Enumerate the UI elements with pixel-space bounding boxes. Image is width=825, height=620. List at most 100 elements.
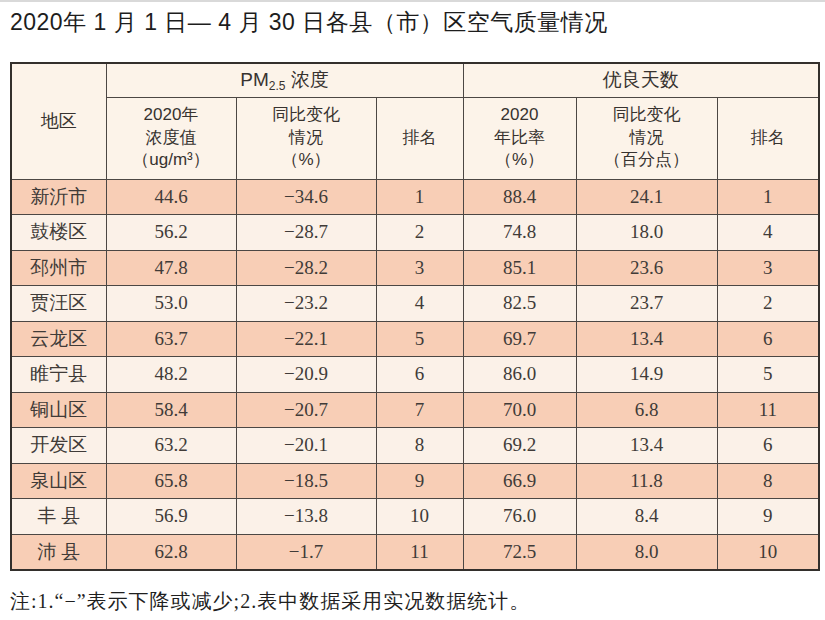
pm25-value-cell: 63.2	[106, 428, 236, 464]
good-rank-cell: 9	[717, 499, 819, 535]
region-cell: 丰 县	[11, 499, 106, 535]
region-cell: 泉山区	[11, 463, 106, 499]
table-row: 邳州市 47.8 −28.2 3 85.1 23.6 3	[11, 250, 819, 286]
good-rate-cell: 86.0	[463, 357, 576, 393]
region-cell: 贾汪区	[11, 286, 106, 322]
header-good-days-group: 优良天数	[463, 63, 819, 97]
footnote: 注:1.“−”表示下降或减少;2.表中数据采用实况数据统计。	[10, 588, 530, 615]
table-row: 云龙区 63.7 −22.1 5 69.7 13.4 6	[11, 321, 819, 357]
pm25-change-cell: −22.1	[236, 321, 376, 357]
pm25-rank-cell: 2	[376, 215, 463, 251]
good-rate-cell: 74.8	[463, 215, 576, 251]
table-row: 开发区 63.2 −20.1 8 69.2 13.4 6	[11, 428, 819, 464]
top-divider	[0, 0, 825, 2]
pm25-change-cell: −28.7	[236, 215, 376, 251]
pm25-rank-cell: 6	[376, 357, 463, 393]
pm25-label-subscript: 2.5	[269, 79, 286, 93]
pm25-value-cell: 62.8	[106, 534, 236, 570]
good-change-cell: 14.9	[576, 357, 717, 393]
pm25-value-cell: 58.4	[106, 392, 236, 428]
good-rate-cell: 76.0	[463, 499, 576, 535]
region-cell: 沛 县	[11, 534, 106, 570]
header-good-change: 同比变化 情况 （百分点）	[576, 97, 717, 179]
page: 2020年 1 月 1 日— 4 月 30 日各县（市）区空气质量情况 地区 P…	[0, 0, 825, 620]
air-quality-table: 地区 PM2.5 浓度 优良天数 2020年 浓度值 （ug/m³） 同比变化 …	[10, 62, 820, 571]
region-cell: 新沂市	[11, 179, 106, 215]
good-change-cell: 11.8	[576, 463, 717, 499]
good-change-cell: 8.4	[576, 499, 717, 535]
pm25-rank-cell: 4	[376, 286, 463, 322]
pm25-change-cell: −23.2	[236, 286, 376, 322]
pm25-value-cell: 56.2	[106, 215, 236, 251]
good-change-cell: 23.6	[576, 250, 717, 286]
good-rate-cell: 85.1	[463, 250, 576, 286]
good-rank-cell: 1	[717, 179, 819, 215]
pm25-value-cell: 63.7	[106, 321, 236, 357]
region-cell: 云龙区	[11, 321, 106, 357]
good-change-cell: 8.0	[576, 534, 717, 570]
good-rate-cell: 66.9	[463, 463, 576, 499]
good-rate-cell: 72.5	[463, 534, 576, 570]
pm25-value-cell: 44.6	[106, 179, 236, 215]
pm25-change-cell: −18.5	[236, 463, 376, 499]
table-row: 丰 县 56.9 −13.8 10 76.0 8.4 9	[11, 499, 819, 535]
table-body: 新沂市 44.6 −34.6 1 88.4 24.1 1 鼓楼区 56.2 −2…	[11, 179, 819, 570]
header-pm25-rank: 排名	[376, 97, 463, 179]
header-pm25-value: 2020年 浓度值 （ug/m³）	[106, 97, 236, 179]
pm25-change-cell: −28.2	[236, 250, 376, 286]
header-group-row: 地区 PM2.5 浓度 优良天数	[11, 63, 819, 97]
pm25-rank-cell: 1	[376, 179, 463, 215]
good-rate-cell: 88.4	[463, 179, 576, 215]
good-rate-cell: 69.7	[463, 321, 576, 357]
page-title: 2020年 1 月 1 日— 4 月 30 日各县（市）区空气质量情况	[10, 7, 608, 38]
region-cell: 鼓楼区	[11, 215, 106, 251]
table-row: 鼓楼区 56.2 −28.7 2 74.8 18.0 4	[11, 215, 819, 251]
header-pm25-group: PM2.5 浓度	[106, 63, 463, 97]
pm25-value-cell: 53.0	[106, 286, 236, 322]
pm25-change-cell: −20.7	[236, 392, 376, 428]
good-rank-cell: 3	[717, 250, 819, 286]
good-rank-cell: 11	[717, 392, 819, 428]
region-cell: 铜山区	[11, 392, 106, 428]
good-rate-cell: 69.2	[463, 428, 576, 464]
pm25-value-cell: 65.8	[106, 463, 236, 499]
header-pm25-change: 同比变化 情况 （%）	[236, 97, 376, 179]
good-rank-cell: 8	[717, 463, 819, 499]
pm25-change-cell: −20.1	[236, 428, 376, 464]
pm25-rank-cell: 10	[376, 499, 463, 535]
pm25-change-cell: −20.9	[236, 357, 376, 393]
pm25-label-prefix: PM	[240, 69, 269, 90]
good-rank-cell: 5	[717, 357, 819, 393]
good-rate-cell: 82.5	[463, 286, 576, 322]
pm25-change-cell: −34.6	[236, 179, 376, 215]
region-cell: 邳州市	[11, 250, 106, 286]
pm25-label-suffix: 浓度	[285, 69, 328, 90]
pm25-rank-cell: 5	[376, 321, 463, 357]
header-region: 地区	[11, 63, 106, 179]
pm25-change-cell: −1.7	[236, 534, 376, 570]
region-cell: 开发区	[11, 428, 106, 464]
table-header: 地区 PM2.5 浓度 优良天数 2020年 浓度值 （ug/m³） 同比变化 …	[11, 63, 819, 179]
good-change-cell: 13.4	[576, 321, 717, 357]
good-rank-cell: 4	[717, 215, 819, 251]
pm25-value-cell: 56.9	[106, 499, 236, 535]
good-rank-cell: 6	[717, 428, 819, 464]
good-rank-cell: 6	[717, 321, 819, 357]
pm25-value-cell: 48.2	[106, 357, 236, 393]
pm25-value-cell: 47.8	[106, 250, 236, 286]
pm25-rank-cell: 7	[376, 392, 463, 428]
header-good-rank: 排名	[717, 97, 819, 179]
good-rate-cell: 70.0	[463, 392, 576, 428]
pm25-rank-cell: 3	[376, 250, 463, 286]
good-change-cell: 13.4	[576, 428, 717, 464]
pm25-rank-cell: 11	[376, 534, 463, 570]
good-change-cell: 23.7	[576, 286, 717, 322]
header-good-rate: 2020 年比率 （%）	[463, 97, 576, 179]
table-row: 沛 县 62.8 −1.7 11 72.5 8.0 10	[11, 534, 819, 570]
table-row: 新沂市 44.6 −34.6 1 88.4 24.1 1	[11, 179, 819, 215]
table-row: 铜山区 58.4 −20.7 7 70.0 6.8 11	[11, 392, 819, 428]
good-rank-cell: 10	[717, 534, 819, 570]
pm25-rank-cell: 8	[376, 428, 463, 464]
header-sub-row: 2020年 浓度值 （ug/m³） 同比变化 情况 （%） 排名 2020 年比…	[11, 97, 819, 179]
good-change-cell: 6.8	[576, 392, 717, 428]
